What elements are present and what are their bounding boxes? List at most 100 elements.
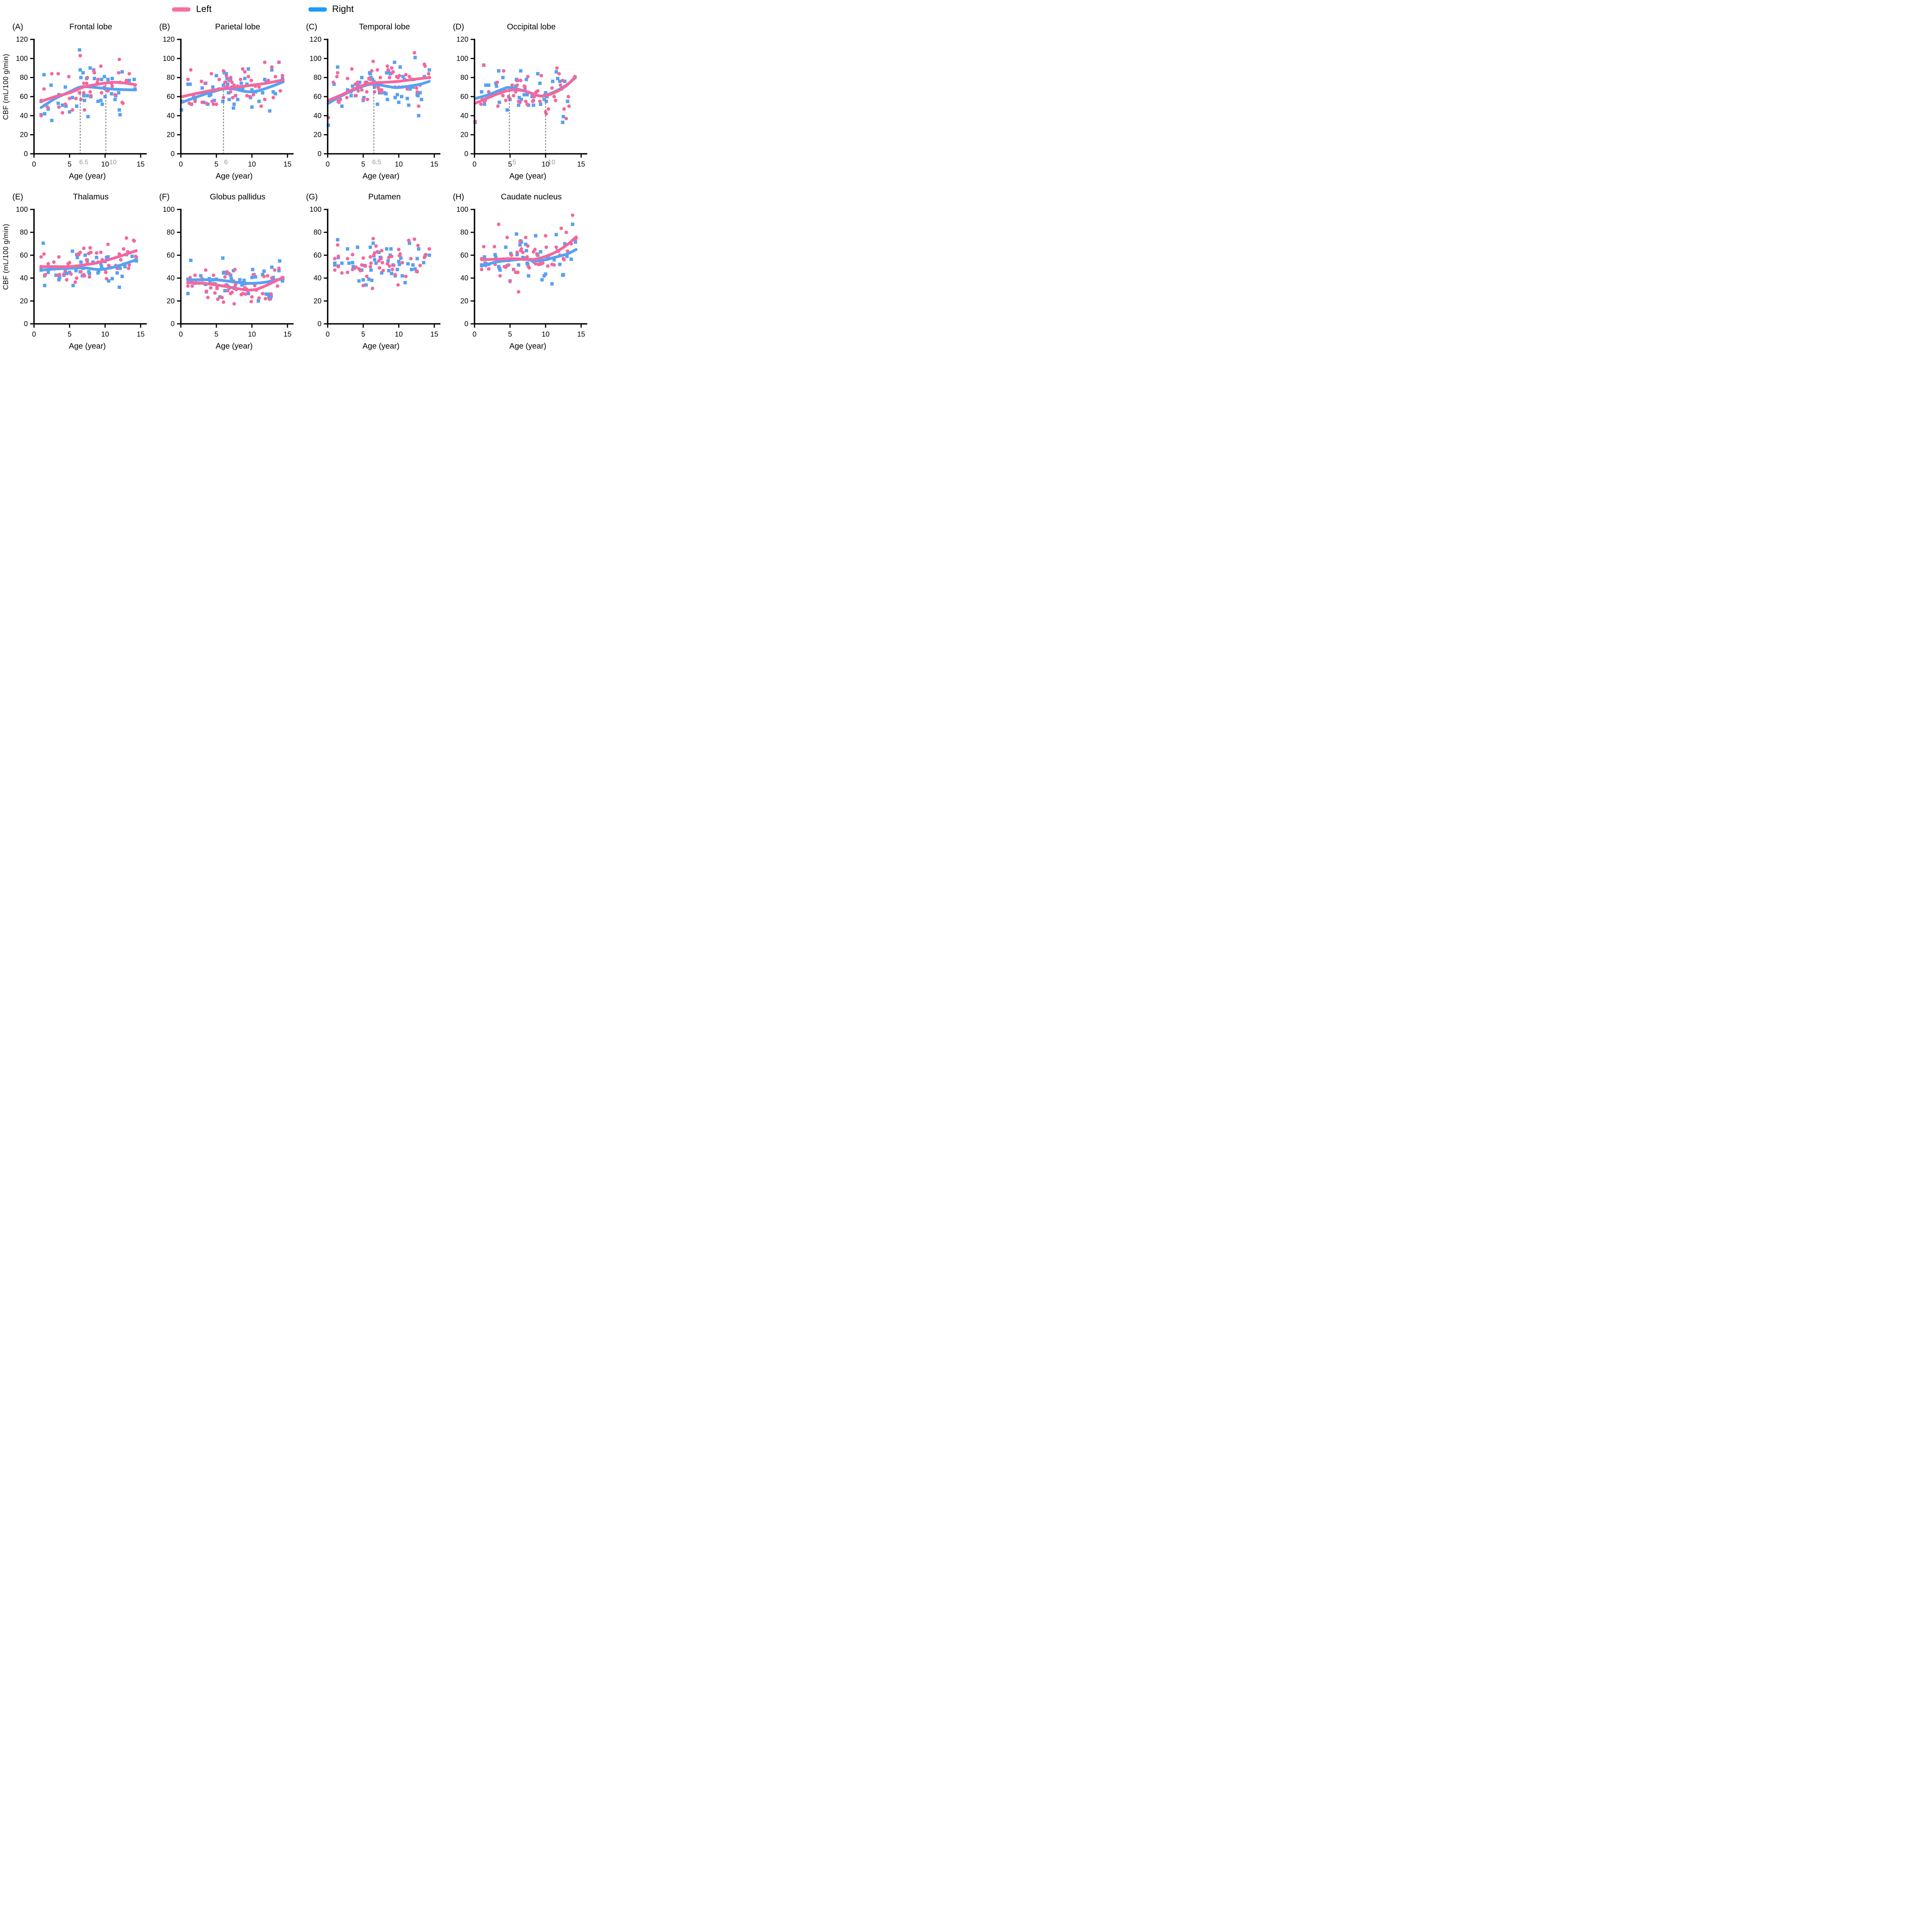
panel-globus-pallidus: (F) Globus pallidus 0 5 10 15 0 20 40 60 80 100 Ag…	[158, 190, 305, 351]
svg-text:0: 0	[473, 330, 476, 338]
svg-text:60: 60	[20, 92, 28, 100]
svg-text:100: 100	[310, 54, 321, 62]
panel-letter: (D)	[453, 22, 464, 31]
svg-text:0: 0	[32, 330, 36, 338]
panel-temporal-lobe-chart: 6.5 0 5 10 15 0 20 40 60 80 100 120 Age (year)	[310, 35, 440, 180]
svg-text:20: 20	[313, 297, 321, 305]
svg-text:5: 5	[508, 330, 512, 338]
svg-text:0: 0	[179, 330, 183, 338]
panel-title: Globus pallidus	[210, 192, 265, 201]
svg-text:80: 80	[20, 73, 28, 82]
svg-text:80: 80	[460, 228, 468, 236]
x-axis-title: Age (year)	[509, 172, 546, 180]
left-trend-line	[327, 76, 431, 102]
svg-text:80: 80	[167, 228, 175, 236]
svg-text:10: 10	[101, 330, 109, 338]
svg-text:10: 10	[395, 160, 403, 168]
svg-text:60: 60	[460, 92, 468, 100]
svg-text:100: 100	[163, 205, 175, 213]
svg-text:5: 5	[68, 330, 71, 338]
reference-line-label: 6.5	[372, 158, 381, 166]
svg-text:100: 100	[456, 205, 468, 213]
svg-text:40: 40	[20, 274, 28, 282]
legend-item-right: Right	[308, 4, 354, 15]
svg-text:60: 60	[167, 251, 175, 259]
svg-text:80: 80	[460, 73, 468, 82]
panel-putamen-chart: 0 5 10 15 0 20 40 60 80 100 Age (year)	[310, 205, 440, 351]
figure: Left Right CBF (mL/100 g/min) (A) Fronta…	[0, 0, 607, 384]
x-axis-title: Age (year)	[69, 172, 106, 180]
left-scatter-points	[327, 51, 431, 119]
legend-label-left: Left	[196, 4, 212, 14]
svg-text:5: 5	[508, 160, 512, 168]
svg-text:0: 0	[464, 150, 468, 158]
svg-text:5: 5	[361, 330, 365, 338]
panel-letter: (H)	[453, 192, 464, 201]
tick-labels: 0 5 10 15 0 20 40 60 80 100	[456, 205, 585, 338]
svg-text:0: 0	[326, 330, 330, 338]
axes	[471, 209, 587, 328]
svg-text:0: 0	[318, 150, 321, 158]
panel-title: Occipital lobe	[507, 22, 556, 31]
left-trend-line	[474, 75, 577, 105]
panel-title: Parietal lobe	[215, 22, 260, 31]
svg-text:15: 15	[284, 330, 292, 338]
left-trend-line	[480, 235, 578, 261]
panel-occipital-lobe: (D) Occipital lobe 5 10 0 5 10 15 0 20 40 60 80 100…	[452, 20, 599, 181]
svg-text:40: 40	[460, 274, 468, 282]
svg-text:5: 5	[214, 330, 218, 338]
svg-text:0: 0	[24, 150, 28, 158]
reference-line-label: 6.5	[79, 158, 88, 166]
svg-text:20: 20	[20, 297, 28, 305]
svg-text:60: 60	[460, 251, 468, 259]
svg-text:80: 80	[167, 73, 175, 82]
tick-labels: 0 5 10 15 0 20 40 60 80 100 120	[163, 35, 291, 168]
svg-text:15: 15	[577, 330, 585, 338]
legend-item-left: Left	[172, 4, 212, 15]
svg-text:40: 40	[167, 274, 175, 282]
tick-labels: 0 5 10 15 0 20 40 60 80 100 120	[16, 35, 145, 168]
svg-text:0: 0	[326, 160, 330, 168]
svg-text:5: 5	[214, 160, 218, 168]
svg-text:20: 20	[313, 131, 321, 139]
panel-temporal-lobe: (C) Temporal lobe 6.5 0 5 10 15 0 20 40 60 80 100 1…	[305, 20, 452, 181]
panel-globus-pallidus-chart: 0 5 10 15 0 20 40 60 80 100 Age (year)	[163, 205, 294, 351]
svg-text:10: 10	[248, 330, 256, 338]
panel-frontal-lobe: (A) Frontal lobe 6.5 10 0 5 10 15 0 20 40 60 80 100…	[12, 20, 158, 181]
svg-text:20: 20	[167, 297, 175, 305]
svg-text:60: 60	[313, 92, 321, 100]
svg-text:120: 120	[163, 35, 175, 43]
svg-text:40: 40	[313, 274, 321, 282]
axes	[471, 39, 587, 158]
panel-letter: (E)	[12, 192, 23, 201]
svg-text:0: 0	[179, 160, 183, 168]
tick-labels: 0 5 10 15 0 20 40 60 80 100	[16, 205, 145, 338]
panel-title: Frontal lobe	[69, 22, 112, 31]
svg-text:100: 100	[163, 54, 175, 62]
panel-letter: (B)	[159, 22, 170, 31]
svg-text:40: 40	[20, 111, 28, 119]
panel-row-2: CBF (mL/100 g/min) (E) Thalamus 0 5 10 15 0 2…	[0, 190, 599, 351]
svg-text:60: 60	[167, 92, 175, 100]
svg-text:0: 0	[473, 160, 476, 168]
svg-text:0: 0	[171, 320, 175, 328]
svg-text:40: 40	[460, 111, 468, 119]
panel-letter: (C)	[306, 22, 318, 31]
svg-text:15: 15	[430, 160, 439, 168]
y-axis-title-row2: CBF (mL/100 g/min)	[2, 224, 10, 290]
svg-text:10: 10	[542, 330, 550, 338]
svg-text:20: 20	[20, 131, 28, 139]
svg-text:10: 10	[542, 160, 550, 168]
svg-text:15: 15	[284, 160, 292, 168]
reference-line-label: 10	[548, 158, 555, 166]
tick-labels: 0 5 10 15 0 20 40 60 80 100	[163, 205, 291, 338]
axes	[177, 209, 294, 328]
panel-title: Temporal lobe	[359, 22, 410, 31]
svg-text:60: 60	[313, 251, 321, 259]
left-scatter-points	[333, 237, 431, 290]
right-trend-line	[39, 258, 138, 272]
panel-putamen: (G) Putamen 0 5 10 15 0 20 40 60 80 100 Age (year)	[305, 190, 452, 351]
svg-text:0: 0	[464, 320, 468, 328]
